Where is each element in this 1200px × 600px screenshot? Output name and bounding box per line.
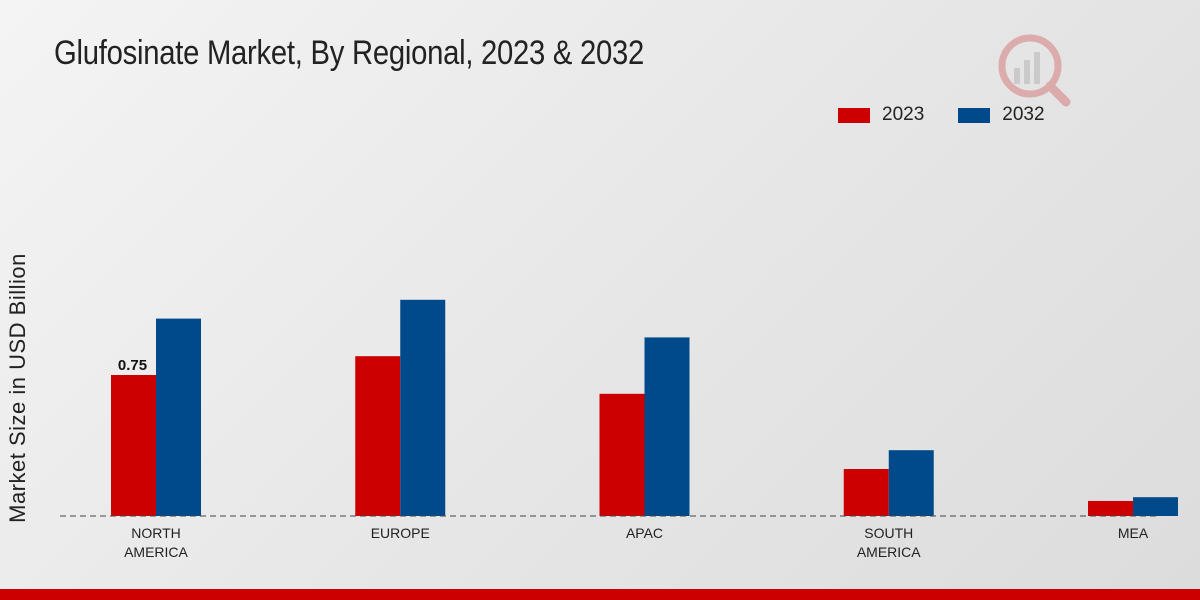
- bar-2023-apac: [599, 393, 645, 516]
- bar-2032-south-america: [888, 450, 934, 516]
- legend-label-2032: 2032: [1002, 104, 1045, 125]
- data-label: 0.75: [118, 357, 147, 374]
- bar-2023-europe: [355, 356, 401, 516]
- bar-2032-europe: [400, 299, 446, 516]
- legend-label-2023: 2023: [882, 104, 925, 125]
- bar-2023-south-america: [843, 469, 889, 516]
- bar-2032-apac: [644, 337, 690, 516]
- x-tick-label: AMERICA: [857, 544, 921, 560]
- legend-swatch-2032: [958, 107, 991, 123]
- bar-2032-mea: [1133, 497, 1178, 516]
- legend-swatch-2023: [838, 107, 870, 123]
- bar-2032-north-america: [156, 318, 201, 516]
- x-tick-label: NORTH: [131, 525, 181, 541]
- bar-2023-north-america: [111, 375, 156, 516]
- legend-item-2032: 2032: [958, 104, 1045, 126]
- x-tick-label: APAC: [626, 525, 663, 541]
- x-tick-label: EUROPE: [371, 525, 430, 541]
- legend-item-2023: 2023: [838, 104, 924, 126]
- x-tick-label: AMERICA: [124, 544, 188, 560]
- bar-2023-mea: [1088, 500, 1133, 516]
- brand-logo-icon: [998, 34, 1071, 107]
- chart-title: Glufosinate Market, By Regional, 2023 & …: [54, 34, 645, 72]
- chart-legend: 2023 2032: [838, 104, 1079, 126]
- x-tick-label: SOUTH: [864, 525, 913, 541]
- x-tick-label: MEA: [1118, 525, 1149, 541]
- footer-bar: [0, 589, 1200, 600]
